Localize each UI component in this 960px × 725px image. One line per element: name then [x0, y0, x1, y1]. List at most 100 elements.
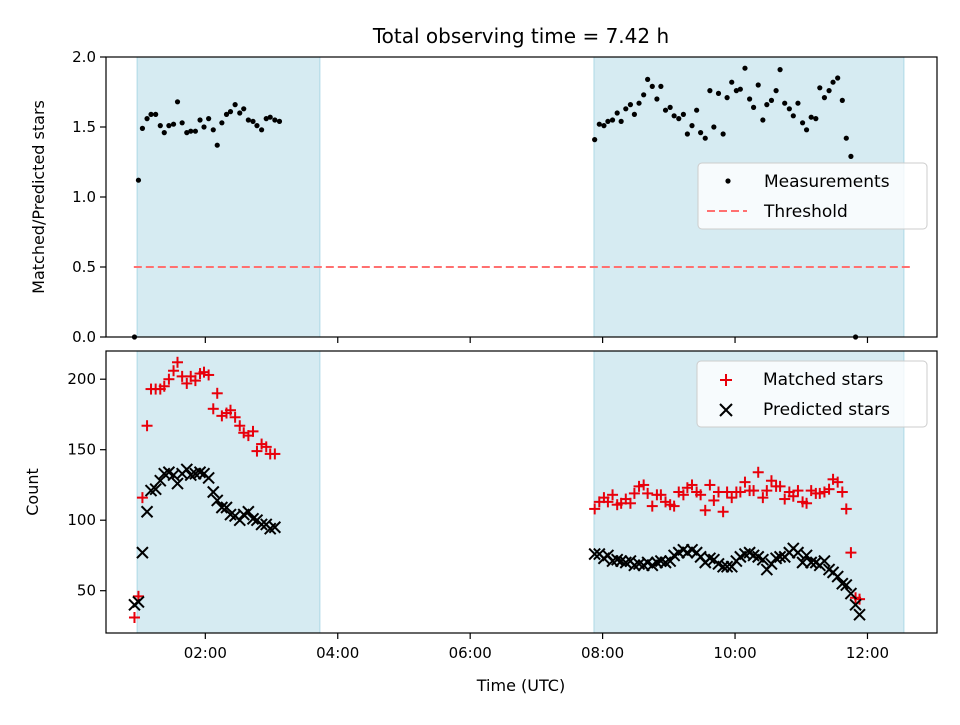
- measurement-point-78: [786, 106, 792, 112]
- measurement-point-20: [219, 120, 225, 126]
- measurement-point-15: [197, 117, 203, 123]
- matched-point-30: [260, 441, 272, 453]
- matched-point-67: [739, 476, 751, 488]
- matched-point-72: [761, 485, 773, 497]
- matched-point-48: [655, 489, 667, 501]
- measurement-point-89: [835, 75, 841, 81]
- matched-point-73: [765, 475, 777, 487]
- bottom-legend: Matched stars Predicted stars: [696, 360, 928, 428]
- top-legend: Measurements Threshold: [697, 162, 928, 230]
- matched-point-10: [172, 356, 184, 368]
- measurement-point-87: [826, 88, 832, 94]
- measurement-point-79: [790, 113, 796, 119]
- measurement-point-47: [649, 83, 655, 89]
- matched-point-88: [832, 476, 844, 488]
- matched-point-33: [589, 503, 601, 515]
- measurement-point-64: [724, 95, 730, 101]
- measurement-point-34: [592, 137, 598, 143]
- measurement-point-44: [636, 100, 642, 106]
- measurement-point-52: [671, 113, 677, 119]
- measurement-point-86: [821, 95, 828, 101]
- bottom-x-ticks: 02:00 04:00 06:00 08:00 10:00 12:00: [184, 633, 889, 662]
- matched-point-69: [748, 485, 760, 497]
- matched-point-75: [774, 480, 786, 492]
- matched-point-78: [787, 490, 799, 502]
- x-tick-label-1: 04:00: [316, 644, 359, 662]
- measurement-point-40: [618, 118, 624, 124]
- matched-point-81: [801, 497, 813, 509]
- predicted-point-27: [246, 512, 260, 525]
- measurement-point-33: [276, 118, 283, 124]
- matched-point-71: [757, 492, 769, 504]
- top-y-ticks: 0.0 0.5 1.0 1.5 2.0: [72, 48, 106, 346]
- matched-point-76: [779, 493, 791, 505]
- matched-point-0: [128, 611, 140, 623]
- matched-point-46: [646, 500, 658, 512]
- measurement-point-49: [658, 83, 664, 89]
- measurement-point-54: [680, 111, 686, 117]
- measurement-point-55: [684, 131, 690, 137]
- matched-point-70: [752, 466, 764, 478]
- panel-ratio: 0.00.51.01.52.0 Matched/Predicted stars …: [29, 48, 938, 346]
- matched-point-22: [224, 404, 236, 416]
- top-y-tick-label-1: 0.5: [72, 258, 96, 276]
- predicted-point-85: [818, 554, 831, 568]
- matched-point-27: [247, 425, 259, 437]
- matched-point-91: [845, 547, 857, 559]
- matched-point-3: [141, 420, 153, 432]
- matched-point-12: [181, 377, 193, 389]
- measurement-point-18: [210, 127, 216, 133]
- measurement-point-83: [808, 114, 814, 120]
- measurement-point-69: [747, 96, 753, 102]
- matched-point-53: [677, 489, 689, 501]
- legend-predicted-marker: [719, 403, 733, 417]
- predicted-point-15: [193, 466, 207, 479]
- matched-point-2: [136, 492, 148, 504]
- measurement-point-84: [813, 116, 819, 122]
- measurement-point-21: [223, 111, 230, 117]
- matched-point-41: [624, 497, 636, 509]
- measurement-point-23: [232, 102, 238, 108]
- measurement-point-62: [715, 90, 722, 96]
- measurement-point-11: [179, 120, 185, 126]
- x-tick-label-4: 10:00: [713, 644, 756, 662]
- measurement-point-58: [698, 130, 704, 136]
- x-tick-label-0: 02:00: [184, 644, 227, 662]
- measurement-point-68: [742, 65, 748, 71]
- measurement-point-12: [184, 130, 190, 136]
- predicted-point-10: [171, 477, 184, 490]
- measurement-point-28: [254, 123, 260, 129]
- observing-window-bottom-0: [136, 350, 321, 634]
- measurement-point-48: [654, 96, 660, 102]
- measurement-point-70: [750, 104, 757, 110]
- measurement-point-36: [601, 123, 607, 129]
- measurement-point-56: [689, 123, 695, 129]
- predicted-point-71: [756, 553, 770, 566]
- bottom-legend-box: [696, 360, 928, 428]
- predicted-point-19: [211, 494, 224, 507]
- legend-measurements-label: Measurements: [764, 172, 890, 192]
- measurement-point-42: [627, 102, 634, 108]
- x-tick-label-3: 08:00: [581, 644, 624, 662]
- matched-point-58: [699, 504, 711, 516]
- measurement-point-6: [157, 123, 163, 129]
- matched-point-44: [638, 479, 650, 491]
- bottom-y-tick-label-2: 150: [67, 441, 96, 459]
- predicted-point-2: [136, 546, 149, 559]
- matched-point-23: [229, 411, 241, 423]
- legend-matched-label: Matched stars: [763, 370, 883, 390]
- measurement-point-13: [188, 128, 194, 134]
- measurement-point-51: [667, 104, 673, 110]
- matched-point-55: [686, 479, 698, 491]
- legend-threshold-label: Threshold: [763, 202, 848, 222]
- measurement-point-91: [843, 135, 849, 141]
- measurement-point-41: [623, 106, 629, 112]
- measurement-point-50: [662, 107, 669, 113]
- matched-point-17: [203, 369, 215, 381]
- measurement-point-2: [139, 125, 146, 131]
- bottom-y-ticks: 50 100 150 200: [67, 370, 106, 600]
- measurement-point-66: [733, 88, 739, 94]
- measurement-point-67: [737, 86, 743, 92]
- matched-point-7: [158, 380, 170, 392]
- matched-point-24: [234, 420, 246, 432]
